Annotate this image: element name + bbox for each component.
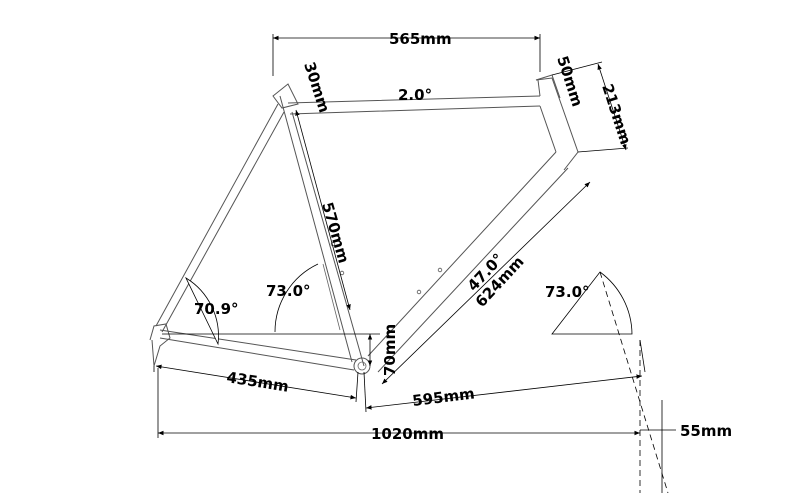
head-tube-axis-line <box>599 271 669 493</box>
down-tube-length-dim <box>381 181 591 385</box>
seat-tube-length-dim <box>295 109 351 311</box>
bottom-bracket-inner <box>357 361 367 371</box>
fork-tip <box>639 339 646 373</box>
seat-tube-top-label: 30mm <box>300 60 333 115</box>
head-tube-angle-label: 73.0° <box>545 283 590 301</box>
top-tube-slope-label: 2.0° <box>398 86 432 104</box>
chainstay-length-label: 435mm <box>225 368 290 396</box>
head-tube-length-dim <box>597 63 627 151</box>
bottle-boss <box>437 267 443 273</box>
top-tube-length-label: 565mm <box>389 30 452 48</box>
extension-line <box>363 371 367 413</box>
seat-tube <box>279 95 365 367</box>
front-center-dim <box>365 374 643 410</box>
chain-stay <box>159 329 357 371</box>
front-center-label: 595mm <box>411 384 475 409</box>
bottle-boss <box>416 289 422 295</box>
chainstay-length-dim <box>155 364 357 400</box>
extension-line <box>551 61 629 153</box>
head-tube <box>535 77 579 171</box>
head-tube-angle-arc <box>551 271 633 335</box>
seat-tube-angle-label: 73.0° <box>266 282 311 300</box>
head-tube-length-label: 213mm <box>598 82 634 147</box>
seat-collar <box>272 83 299 109</box>
bb-drop-label: 70mm <box>381 324 399 376</box>
seat-stay <box>155 103 285 333</box>
head-tube-top-label: 50mm <box>553 54 586 109</box>
wheelbase-label: 1020mm <box>371 425 444 443</box>
seat-stay-angle-label: 70.9° <box>194 300 239 318</box>
fork-offset-label: 55mm <box>680 422 732 440</box>
extension-line <box>272 34 541 76</box>
extension-line <box>153 366 359 403</box>
